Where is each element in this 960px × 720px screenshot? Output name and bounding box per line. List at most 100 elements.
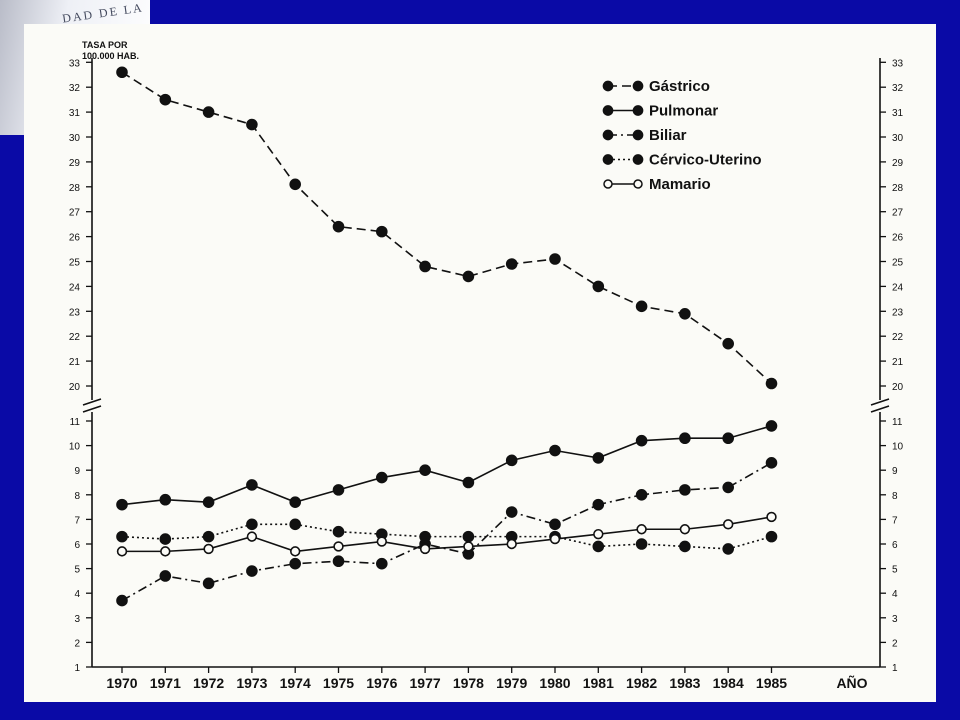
data-point (462, 530, 475, 543)
data-point (202, 106, 215, 118)
x-axis-label: AÑO (836, 674, 867, 691)
x-tick-label: 1980 (539, 675, 570, 691)
data-point (765, 420, 778, 432)
legend-marker (602, 80, 614, 92)
series-1 (116, 420, 778, 511)
data-point (593, 528, 604, 540)
axis-break-gap-right (876, 400, 884, 412)
legend-label: Mamario (649, 176, 711, 193)
x-tick-label: 1981 (583, 675, 614, 691)
y-tick-label-right: 2 (892, 638, 898, 649)
data-point (116, 66, 128, 79)
data-point (375, 471, 388, 484)
y-tick-label-right: 21 (892, 357, 904, 368)
y-tick-label-left: 6 (74, 540, 80, 551)
x-tick-label: 1982 (626, 675, 657, 691)
x-tick-label: 1977 (410, 675, 441, 691)
slide-content: 1 1 2 2 3 3 4 4 5 5 6 6 7 7 8 8 9 9 10 10 11 11 20 20 21 21 22 22 23… (24, 24, 936, 702)
data-point (419, 530, 431, 543)
data-point (289, 496, 302, 508)
x-tick-label: 1975 (323, 675, 354, 691)
data-point (116, 594, 128, 607)
y-tick-label-left: 28 (69, 183, 81, 194)
y-tick-label-right: 7 (892, 515, 898, 526)
data-point (549, 253, 561, 265)
legend-label: Pulmonar (649, 103, 718, 120)
y-tick-label-right: 1 (892, 663, 898, 674)
legend-label: Cérvico-Uterino (649, 152, 762, 169)
series-4 (116, 511, 777, 557)
y-tick-label-right: 33 (892, 58, 904, 69)
legend-label: Gástrico (649, 78, 710, 95)
y-tick-label-left: 27 (69, 208, 81, 219)
series-line (121, 523, 772, 550)
y-tick-label-left: 10 (69, 442, 81, 453)
data-point (333, 541, 344, 552)
series-0 (116, 66, 778, 390)
y-tick-label-left: 31 (69, 108, 81, 119)
data-point (462, 270, 475, 283)
data-point (679, 432, 691, 445)
data-point (635, 300, 648, 313)
x-tick-label: 1970 (106, 675, 137, 691)
data-point (463, 541, 474, 552)
legend-marker (602, 129, 614, 141)
data-point (549, 533, 561, 545)
data-point (549, 444, 561, 457)
y-tick-label-right: 9 (892, 466, 898, 477)
data-point (722, 543, 735, 555)
chart-legend: Gástrico Pulmonar Biliar Cérvico-Uterino Mam… (602, 78, 762, 193)
x-tick-label: 1978 (453, 675, 484, 691)
data-point (289, 518, 302, 531)
data-point (505, 506, 518, 518)
data-point (765, 530, 778, 543)
data-point (592, 498, 605, 511)
legend-marker (632, 80, 644, 92)
y-tick-label-right: 25 (892, 258, 904, 269)
chart-axes (82, 58, 890, 668)
y-tick-label-left: 25 (69, 258, 81, 269)
y-tick-label-right: 32 (892, 83, 904, 94)
data-point (549, 518, 561, 531)
y-tick-label-left: 11 (70, 417, 81, 428)
y-tick-label-left: 26 (69, 233, 81, 244)
data-point (159, 93, 172, 106)
y-tick-label-left: 7 (74, 515, 80, 526)
axis-break-mark (870, 405, 890, 413)
y-tick-label-right: 24 (892, 282, 904, 293)
data-point (246, 479, 258, 491)
y-tick-label-right: 6 (892, 540, 898, 551)
y-tick-label-left: 9 (74, 466, 80, 477)
data-point (116, 546, 128, 557)
data-point (419, 260, 431, 273)
data-point (289, 557, 302, 570)
series-3 (116, 518, 778, 555)
data-point (246, 518, 258, 531)
y-tick-label-right: 23 (892, 307, 904, 318)
data-point (722, 481, 735, 494)
data-point (375, 557, 388, 570)
y-tick-label-right: 5 (892, 565, 898, 576)
data-point (592, 540, 605, 553)
x-tick-label: 1979 (496, 675, 527, 691)
y-tick-label-left: 8 (74, 491, 80, 502)
y-tick-label-right: 3 (892, 614, 898, 625)
data-point (116, 498, 128, 511)
y-tick-label-left: 30 (69, 133, 81, 144)
data-point (202, 496, 215, 508)
data-point (375, 225, 388, 238)
data-point (505, 454, 518, 467)
data-point (462, 476, 475, 489)
university-logo-text: DAD DE LA (61, 0, 145, 26)
data-point (376, 536, 387, 547)
legend-marker (602, 154, 614, 165)
data-point (592, 452, 605, 464)
data-point (679, 484, 691, 496)
y-tick-label-left: 4 (74, 589, 80, 600)
data-point (679, 540, 691, 553)
data-point (506, 538, 517, 550)
data-point (289, 178, 302, 191)
y-tick-label-left: 3 (74, 614, 80, 625)
y-axis-label: TASA POR (82, 40, 128, 50)
